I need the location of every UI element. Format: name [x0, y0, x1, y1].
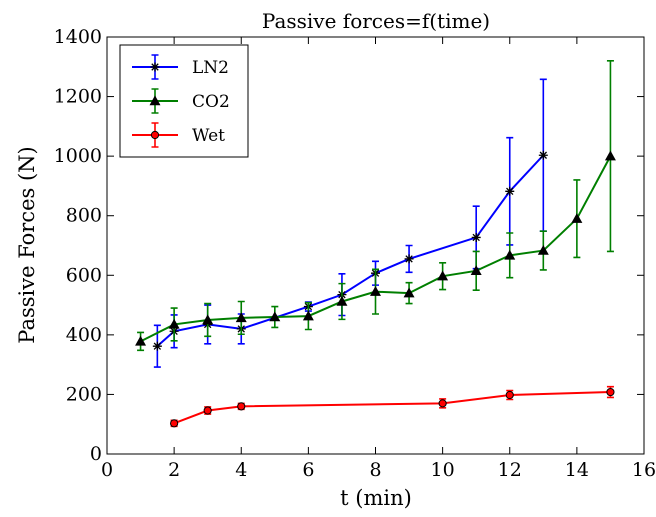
data-point-co2 [537, 244, 549, 255]
legend-item-ln2: LN2 [132, 54, 229, 80]
legend-marker-co2 [149, 95, 161, 106]
data-point-ln2 [471, 232, 481, 242]
legend-marker-wet [150, 130, 160, 140]
data-point-co2 [235, 312, 247, 323]
data-point-co2 [470, 265, 482, 276]
chart-title: Passive forces=f(time) [262, 9, 490, 33]
data-point-co2 [370, 286, 381, 296]
y-axis-label: Passive Forces (N) [15, 146, 39, 343]
x-tick-label: 2 [168, 459, 180, 481]
legend-item-co2: CO2 [132, 88, 230, 114]
legend-label-co2: CO2 [192, 92, 230, 112]
data-point-wet [438, 399, 447, 408]
data-point-co2 [135, 335, 147, 346]
x-tick-label: 10 [431, 459, 455, 481]
legend-label-ln2: LN2 [192, 58, 229, 78]
data-point-wet [606, 387, 615, 397]
data-point-ln2 [152, 341, 162, 351]
data-point-wet [237, 402, 246, 411]
data-point-co2 [202, 314, 214, 325]
data-point-co2 [604, 150, 616, 161]
legend-label-wet: Wet [192, 126, 225, 146]
y-tick-label: 1400 [54, 26, 102, 48]
y-tick-label: 200 [66, 383, 102, 405]
data-point-wet [505, 390, 514, 400]
y-tick-label: 0 [90, 443, 102, 465]
data-point-co2 [269, 311, 281, 322]
y-tick-label: 400 [66, 324, 102, 346]
data-point-co2 [168, 318, 180, 329]
x-tick-label: 12 [498, 459, 522, 481]
data-point-co2 [302, 310, 314, 321]
data-point-wet [170, 419, 179, 428]
data-point-co2 [437, 270, 449, 281]
legend-item-wet: Wet [132, 122, 225, 148]
series-wet [170, 385, 615, 428]
data-point-co2 [403, 287, 415, 298]
series-ln2-line [156, 154, 545, 347]
data-point-co2 [336, 295, 348, 306]
legend: LN2 CO2 Wet [119, 44, 249, 158]
x-axis-label: t (min) [340, 486, 412, 510]
y-tick-label: 1200 [54, 86, 102, 108]
legend-marker-ln2 [150, 62, 160, 72]
x-tick-label: 16 [632, 459, 656, 481]
x-tick-label: 6 [302, 459, 314, 481]
x-tick-label: 0 [101, 459, 113, 481]
series-co2 [135, 60, 616, 352]
data-point-co2 [571, 213, 583, 223]
x-tick-label: 4 [235, 459, 247, 481]
y-tick-label: 600 [66, 264, 102, 286]
y-tick-label: 800 [66, 205, 102, 227]
plot-area [135, 60, 616, 428]
data-point-wet [203, 406, 212, 415]
axes: 0 2 4 6 8 10 12 14 16 0 200 400 600 800 1000 1200 1400 [54, 26, 656, 481]
data-point-ln2 [404, 254, 414, 264]
data-point-co2 [504, 249, 516, 260]
series-wet-line [173, 391, 611, 425]
data-point-ln2 [505, 186, 515, 196]
x-tick-label: 14 [565, 459, 589, 481]
data-point-ln2 [538, 150, 548, 160]
y-tick-label: 1000 [54, 145, 102, 167]
x-tick-label: 8 [369, 459, 381, 481]
